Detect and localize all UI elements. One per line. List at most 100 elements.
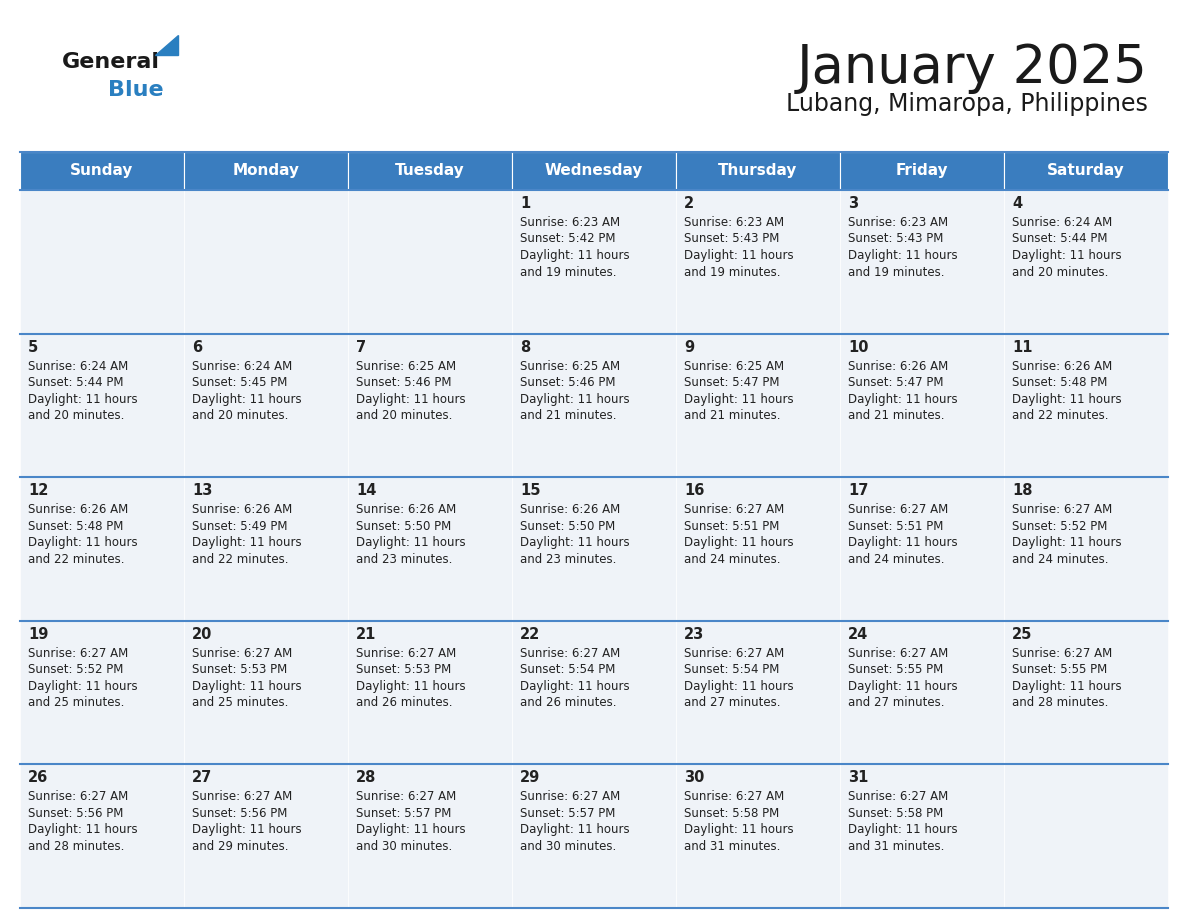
Text: and 19 minutes.: and 19 minutes. [520,265,617,278]
Text: Sunset: 5:55 PM: Sunset: 5:55 PM [848,664,943,677]
Text: Sunset: 5:51 PM: Sunset: 5:51 PM [684,520,779,532]
Bar [348,333,512,477]
Text: Daylight: 11 hours: Daylight: 11 hours [29,680,138,693]
Text: and 29 minutes.: and 29 minutes. [192,840,289,853]
Text: Sunset: 5:44 PM: Sunset: 5:44 PM [29,376,124,389]
Text: Daylight: 11 hours: Daylight: 11 hours [192,393,302,406]
Text: Daylight: 11 hours: Daylight: 11 hours [1012,536,1121,549]
Text: Sunrise: 6:25 AM: Sunrise: 6:25 AM [520,360,620,373]
Text: Sunrise: 6:26 AM: Sunrise: 6:26 AM [1012,360,1112,373]
Text: 23: 23 [684,627,704,642]
Text: Friday: Friday [896,163,948,178]
Bar [676,333,840,477]
Bar [20,477,184,621]
Text: and 20 minutes.: and 20 minutes. [29,409,125,422]
Text: and 22 minutes.: and 22 minutes. [29,553,125,565]
Bar [20,190,184,333]
Text: 2: 2 [684,196,694,211]
Text: Sunset: 5:56 PM: Sunset: 5:56 PM [192,807,287,820]
Text: and 21 minutes.: and 21 minutes. [520,409,617,422]
Text: and 21 minutes.: and 21 minutes. [684,409,781,422]
Text: 12: 12 [29,483,49,498]
Text: General: General [62,52,160,72]
Text: Sunrise: 6:27 AM: Sunrise: 6:27 AM [520,790,620,803]
Text: Daylight: 11 hours: Daylight: 11 hours [1012,680,1121,693]
Text: and 30 minutes.: and 30 minutes. [520,840,617,853]
Text: Sunset: 5:55 PM: Sunset: 5:55 PM [1012,664,1107,677]
Text: Sunrise: 6:27 AM: Sunrise: 6:27 AM [356,647,456,660]
Text: Sunrise: 6:25 AM: Sunrise: 6:25 AM [356,360,456,373]
Bar [184,190,348,333]
Text: Sunset: 5:53 PM: Sunset: 5:53 PM [192,664,287,677]
Text: Sunrise: 6:27 AM: Sunrise: 6:27 AM [29,790,128,803]
Bar [840,765,1004,908]
Text: Daylight: 11 hours: Daylight: 11 hours [520,680,630,693]
Text: Sunset: 5:47 PM: Sunset: 5:47 PM [848,376,943,389]
Text: and 24 minutes.: and 24 minutes. [848,553,944,565]
Bar [512,152,676,190]
Bar [840,190,1004,333]
Text: Sunrise: 6:27 AM: Sunrise: 6:27 AM [1012,647,1112,660]
Bar [512,477,676,621]
Bar [1004,333,1168,477]
Text: Sunday: Sunday [70,163,134,178]
Text: Daylight: 11 hours: Daylight: 11 hours [848,680,958,693]
Text: Sunset: 5:47 PM: Sunset: 5:47 PM [684,376,779,389]
Text: Sunrise: 6:26 AM: Sunrise: 6:26 AM [356,503,456,516]
Bar [1004,621,1168,765]
Bar [840,333,1004,477]
Text: and 27 minutes.: and 27 minutes. [684,696,781,710]
Bar [676,477,840,621]
Text: and 23 minutes.: and 23 minutes. [520,553,617,565]
Text: Thursday: Thursday [719,163,797,178]
Text: Sunrise: 6:24 AM: Sunrise: 6:24 AM [29,360,128,373]
Text: Sunset: 5:52 PM: Sunset: 5:52 PM [29,664,124,677]
Text: 15: 15 [520,483,541,498]
Text: 30: 30 [684,770,704,786]
Text: 7: 7 [356,340,366,354]
Text: 24: 24 [848,627,868,642]
Text: Daylight: 11 hours: Daylight: 11 hours [684,680,794,693]
Text: Sunrise: 6:27 AM: Sunrise: 6:27 AM [848,647,948,660]
Text: Daylight: 11 hours: Daylight: 11 hours [684,249,794,262]
Text: Sunrise: 6:27 AM: Sunrise: 6:27 AM [684,647,784,660]
Text: 29: 29 [520,770,541,786]
Text: Sunrise: 6:27 AM: Sunrise: 6:27 AM [848,503,948,516]
Text: Daylight: 11 hours: Daylight: 11 hours [684,393,794,406]
Text: Sunset: 5:54 PM: Sunset: 5:54 PM [684,664,779,677]
Bar [512,190,676,333]
Text: Monday: Monday [233,163,299,178]
Text: Sunset: 5:42 PM: Sunset: 5:42 PM [520,232,615,245]
Text: Sunset: 5:57 PM: Sunset: 5:57 PM [356,807,451,820]
Text: Sunrise: 6:23 AM: Sunrise: 6:23 AM [848,216,948,229]
Text: Sunset: 5:54 PM: Sunset: 5:54 PM [520,664,615,677]
Bar [184,765,348,908]
Text: Daylight: 11 hours: Daylight: 11 hours [848,393,958,406]
Text: Daylight: 11 hours: Daylight: 11 hours [684,536,794,549]
Bar [1004,477,1168,621]
Text: Sunset: 5:51 PM: Sunset: 5:51 PM [848,520,943,532]
Text: Sunset: 5:43 PM: Sunset: 5:43 PM [684,232,779,245]
Text: and 20 minutes.: and 20 minutes. [1012,265,1108,278]
Text: Sunset: 5:44 PM: Sunset: 5:44 PM [1012,232,1107,245]
Bar [348,765,512,908]
Text: Daylight: 11 hours: Daylight: 11 hours [356,680,466,693]
Text: Lubang, Mimaropa, Philippines: Lubang, Mimaropa, Philippines [786,92,1148,116]
Text: and 20 minutes.: and 20 minutes. [192,409,289,422]
Text: and 26 minutes.: and 26 minutes. [520,696,617,710]
Bar [20,765,184,908]
Text: Sunrise: 6:26 AM: Sunrise: 6:26 AM [29,503,128,516]
Bar [348,152,512,190]
Text: Daylight: 11 hours: Daylight: 11 hours [192,680,302,693]
Text: Blue: Blue [108,80,164,100]
Bar [676,190,840,333]
Text: and 22 minutes.: and 22 minutes. [1012,409,1108,422]
Text: Sunset: 5:58 PM: Sunset: 5:58 PM [684,807,779,820]
Text: Sunrise: 6:23 AM: Sunrise: 6:23 AM [520,216,620,229]
Bar [840,152,1004,190]
Text: Daylight: 11 hours: Daylight: 11 hours [848,249,958,262]
Text: 31: 31 [848,770,868,786]
Bar [840,621,1004,765]
Text: Sunset: 5:57 PM: Sunset: 5:57 PM [520,807,615,820]
Text: 17: 17 [848,483,868,498]
